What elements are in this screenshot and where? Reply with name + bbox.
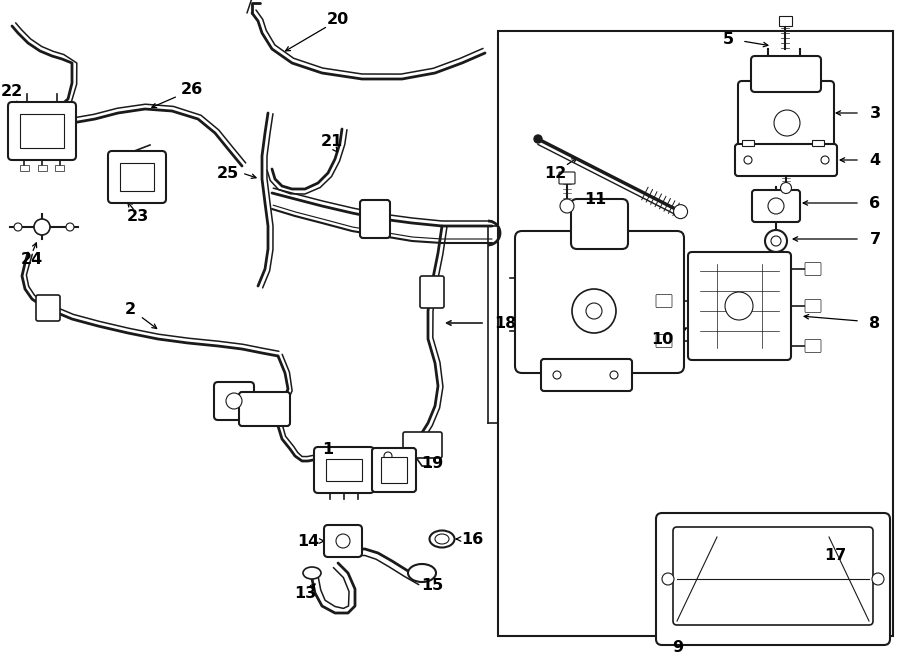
FancyBboxPatch shape bbox=[314, 447, 374, 493]
Ellipse shape bbox=[435, 534, 449, 544]
Circle shape bbox=[673, 205, 688, 219]
FancyBboxPatch shape bbox=[751, 56, 821, 92]
FancyBboxPatch shape bbox=[372, 448, 416, 492]
Ellipse shape bbox=[303, 567, 321, 579]
FancyBboxPatch shape bbox=[559, 172, 575, 184]
FancyBboxPatch shape bbox=[403, 432, 442, 458]
FancyBboxPatch shape bbox=[108, 151, 166, 203]
Bar bbox=[20, 165, 29, 171]
FancyBboxPatch shape bbox=[360, 200, 390, 238]
Circle shape bbox=[725, 292, 753, 320]
Text: 24: 24 bbox=[21, 251, 43, 266]
Circle shape bbox=[572, 289, 616, 333]
FancyBboxPatch shape bbox=[735, 144, 837, 176]
Circle shape bbox=[14, 223, 22, 231]
Text: 1: 1 bbox=[322, 442, 334, 457]
FancyBboxPatch shape bbox=[656, 513, 890, 645]
FancyBboxPatch shape bbox=[688, 252, 791, 360]
Circle shape bbox=[66, 223, 74, 231]
Text: 21: 21 bbox=[321, 134, 343, 149]
Text: 26: 26 bbox=[181, 81, 203, 97]
Circle shape bbox=[586, 303, 602, 319]
FancyBboxPatch shape bbox=[515, 231, 684, 373]
Bar bbox=[381, 457, 407, 483]
Circle shape bbox=[336, 534, 350, 548]
Circle shape bbox=[872, 573, 884, 585]
FancyBboxPatch shape bbox=[8, 102, 76, 160]
Circle shape bbox=[744, 156, 752, 164]
Circle shape bbox=[780, 182, 791, 194]
Text: 23: 23 bbox=[127, 208, 149, 223]
FancyBboxPatch shape bbox=[324, 525, 362, 557]
Circle shape bbox=[821, 156, 829, 164]
Text: 25: 25 bbox=[217, 165, 239, 180]
Text: 14: 14 bbox=[297, 533, 320, 549]
Bar bbox=[56, 165, 65, 171]
Text: 7: 7 bbox=[869, 231, 880, 247]
Bar bbox=[779, 16, 792, 26]
Bar bbox=[120, 163, 154, 191]
Circle shape bbox=[765, 230, 787, 252]
FancyBboxPatch shape bbox=[738, 81, 834, 147]
FancyBboxPatch shape bbox=[805, 340, 821, 352]
FancyBboxPatch shape bbox=[805, 299, 821, 313]
FancyBboxPatch shape bbox=[36, 295, 60, 321]
Circle shape bbox=[662, 573, 674, 585]
Ellipse shape bbox=[408, 564, 436, 582]
Circle shape bbox=[226, 393, 242, 409]
Circle shape bbox=[553, 371, 561, 379]
Bar bbox=[20, 114, 64, 148]
Circle shape bbox=[34, 219, 50, 235]
FancyBboxPatch shape bbox=[752, 190, 800, 222]
FancyBboxPatch shape bbox=[214, 382, 254, 420]
Text: 19: 19 bbox=[421, 455, 443, 471]
Text: 18: 18 bbox=[494, 315, 516, 330]
Circle shape bbox=[771, 236, 781, 246]
Text: 8: 8 bbox=[869, 315, 880, 330]
Circle shape bbox=[534, 135, 542, 143]
Bar bbox=[812, 140, 824, 146]
Text: 2: 2 bbox=[124, 301, 136, 317]
Bar bbox=[326, 459, 362, 481]
Text: 5: 5 bbox=[723, 32, 734, 46]
Text: 17: 17 bbox=[824, 549, 846, 563]
Bar bbox=[498, 31, 893, 636]
Text: 10: 10 bbox=[651, 332, 673, 346]
FancyBboxPatch shape bbox=[541, 359, 632, 391]
FancyBboxPatch shape bbox=[673, 527, 873, 625]
FancyBboxPatch shape bbox=[571, 199, 628, 249]
Bar bbox=[38, 165, 47, 171]
Text: 4: 4 bbox=[869, 153, 880, 167]
Text: 6: 6 bbox=[869, 196, 880, 210]
FancyBboxPatch shape bbox=[805, 262, 821, 276]
Circle shape bbox=[560, 199, 574, 213]
Text: 20: 20 bbox=[327, 11, 349, 26]
FancyBboxPatch shape bbox=[656, 295, 672, 307]
Text: 13: 13 bbox=[294, 586, 316, 600]
Text: 15: 15 bbox=[421, 578, 443, 594]
Circle shape bbox=[384, 452, 392, 460]
Text: 3: 3 bbox=[869, 106, 880, 120]
Circle shape bbox=[774, 110, 800, 136]
Circle shape bbox=[768, 198, 784, 214]
Circle shape bbox=[610, 371, 618, 379]
Text: 16: 16 bbox=[461, 531, 483, 547]
Text: 12: 12 bbox=[544, 165, 566, 180]
FancyBboxPatch shape bbox=[239, 392, 290, 426]
Text: 9: 9 bbox=[672, 639, 684, 654]
FancyBboxPatch shape bbox=[420, 276, 444, 308]
Text: 11: 11 bbox=[584, 192, 606, 206]
FancyBboxPatch shape bbox=[656, 334, 672, 348]
Bar bbox=[742, 140, 754, 146]
Text: 22: 22 bbox=[1, 83, 23, 98]
Ellipse shape bbox=[429, 531, 454, 547]
Circle shape bbox=[380, 448, 396, 464]
